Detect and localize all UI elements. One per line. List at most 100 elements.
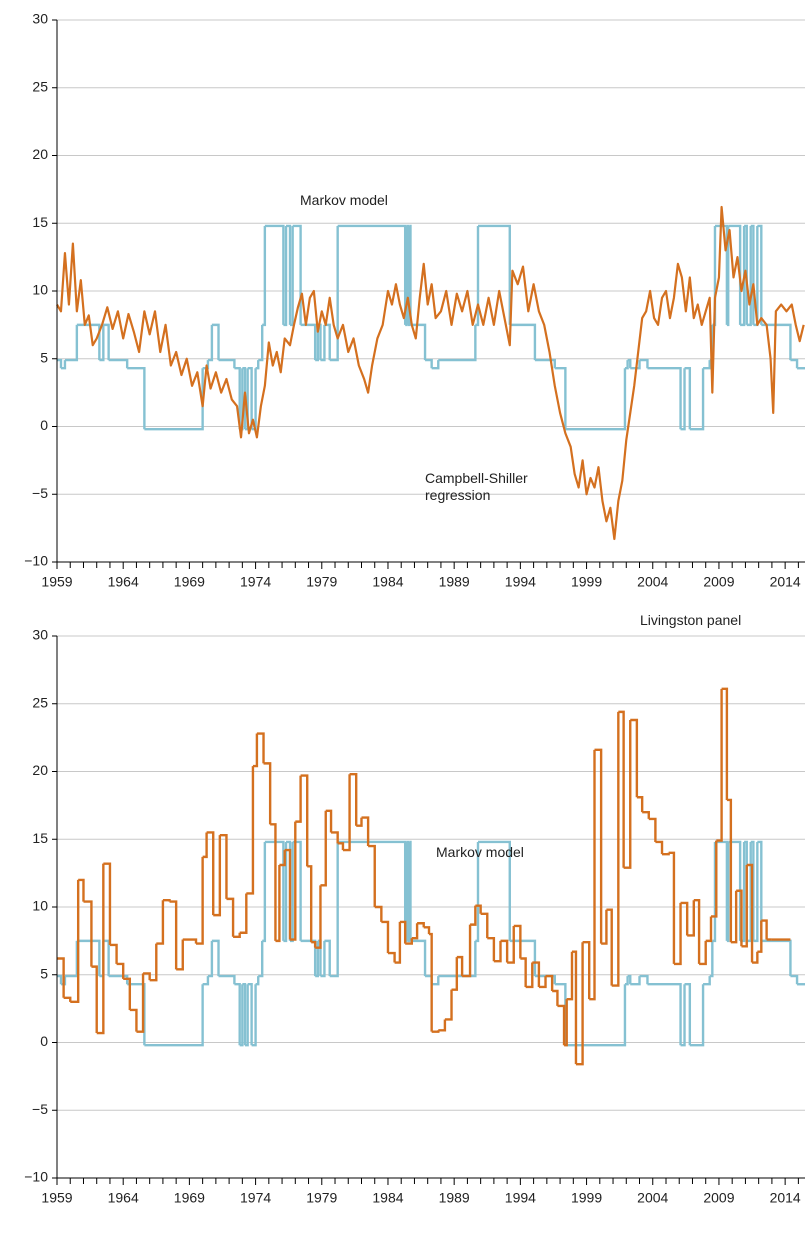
y-tick-label: 20 [32, 146, 48, 162]
line-step [405, 938, 414, 945]
x-tick-label: 1999 [571, 1190, 602, 1206]
line-step [630, 976, 641, 986]
line-step [623, 720, 632, 869]
line-step [320, 810, 327, 887]
line-step [244, 984, 249, 1047]
line-step [680, 984, 686, 1047]
line-step [368, 844, 376, 907]
line-step [475, 841, 480, 943]
line-step [60, 976, 67, 986]
line-step [337, 842, 345, 851]
y-tick-label: 10 [32, 898, 48, 914]
line-step [76, 939, 101, 977]
line-step [315, 324, 320, 362]
line-step [247, 367, 253, 430]
line-step [103, 323, 110, 361]
x-tick-label: 2009 [703, 574, 734, 590]
line-step [431, 360, 440, 370]
x-tick-label: 1969 [174, 1190, 205, 1206]
line-step [451, 957, 459, 991]
line-step [307, 865, 313, 943]
line-step [673, 902, 682, 966]
line-step [234, 367, 241, 430]
line-step [493, 940, 502, 963]
series-label-text: Campbell-Shiller regression [425, 470, 528, 503]
line-step [475, 225, 480, 327]
y-tick-label: 25 [32, 694, 48, 710]
line-step [571, 950, 578, 1065]
y-tick-label: 30 [32, 627, 48, 643]
line-step [761, 323, 792, 361]
line-step [127, 367, 146, 430]
line-step [300, 774, 309, 867]
line-step [627, 358, 632, 369]
line-step [689, 984, 705, 1047]
line-step [381, 920, 390, 954]
line-step [64, 324, 79, 362]
line-step [394, 921, 402, 964]
line-step [746, 225, 752, 327]
line-step [218, 358, 236, 369]
line-step [456, 955, 464, 977]
series-label-text: Markov model [300, 192, 388, 208]
line-step [470, 905, 477, 926]
line-step [712, 841, 717, 943]
x-tick-label: 1974 [240, 1190, 271, 1206]
x-tick-label: 1994 [505, 574, 536, 590]
line-step [251, 984, 257, 1047]
y-tick-label: 30 [32, 11, 48, 27]
line-step [143, 972, 151, 981]
line-step [557, 1004, 566, 1046]
line-step [507, 925, 515, 964]
line-step [680, 368, 686, 431]
line-step [63, 996, 72, 1002]
line-step [744, 224, 748, 325]
line-step [684, 367, 692, 430]
line-step [554, 367, 567, 430]
line-step [410, 323, 427, 361]
line-step [639, 358, 649, 369]
line-step [740, 225, 746, 327]
line-step [462, 924, 472, 978]
line-step [564, 999, 568, 1047]
line-step [246, 766, 255, 895]
line-step [757, 840, 763, 941]
line-step [790, 974, 799, 985]
line-step [331, 831, 339, 844]
line-step [728, 840, 742, 941]
line-step [300, 323, 317, 361]
line-step [714, 840, 729, 941]
line-step [500, 939, 509, 963]
x-tick-label: 1984 [372, 1190, 403, 1206]
line-step [429, 932, 433, 1032]
line-step [721, 687, 729, 800]
line-step [256, 732, 265, 764]
line-step [624, 360, 629, 370]
line-step [116, 962, 125, 979]
line-step [270, 823, 277, 941]
line-step [83, 900, 93, 967]
line-step [399, 920, 407, 944]
line-step [315, 940, 320, 978]
line-step [761, 919, 768, 940]
line-step [262, 841, 267, 943]
line-step [703, 976, 711, 986]
line-step [156, 900, 165, 945]
line-step [618, 710, 625, 868]
line-step [687, 900, 695, 937]
line-step [736, 889, 743, 947]
line-step [213, 835, 222, 917]
line-step [108, 358, 129, 369]
line-step [337, 840, 407, 941]
line-step [407, 841, 411, 943]
x-tick-label: 1994 [505, 1190, 536, 1206]
line-step [438, 940, 477, 978]
line-step [538, 976, 547, 989]
line-step [329, 225, 339, 362]
line-step [624, 976, 629, 986]
line-step [655, 840, 664, 855]
line-step [611, 711, 620, 987]
line-step [636, 796, 644, 813]
line-step [606, 908, 613, 986]
line-step [566, 951, 574, 1001]
